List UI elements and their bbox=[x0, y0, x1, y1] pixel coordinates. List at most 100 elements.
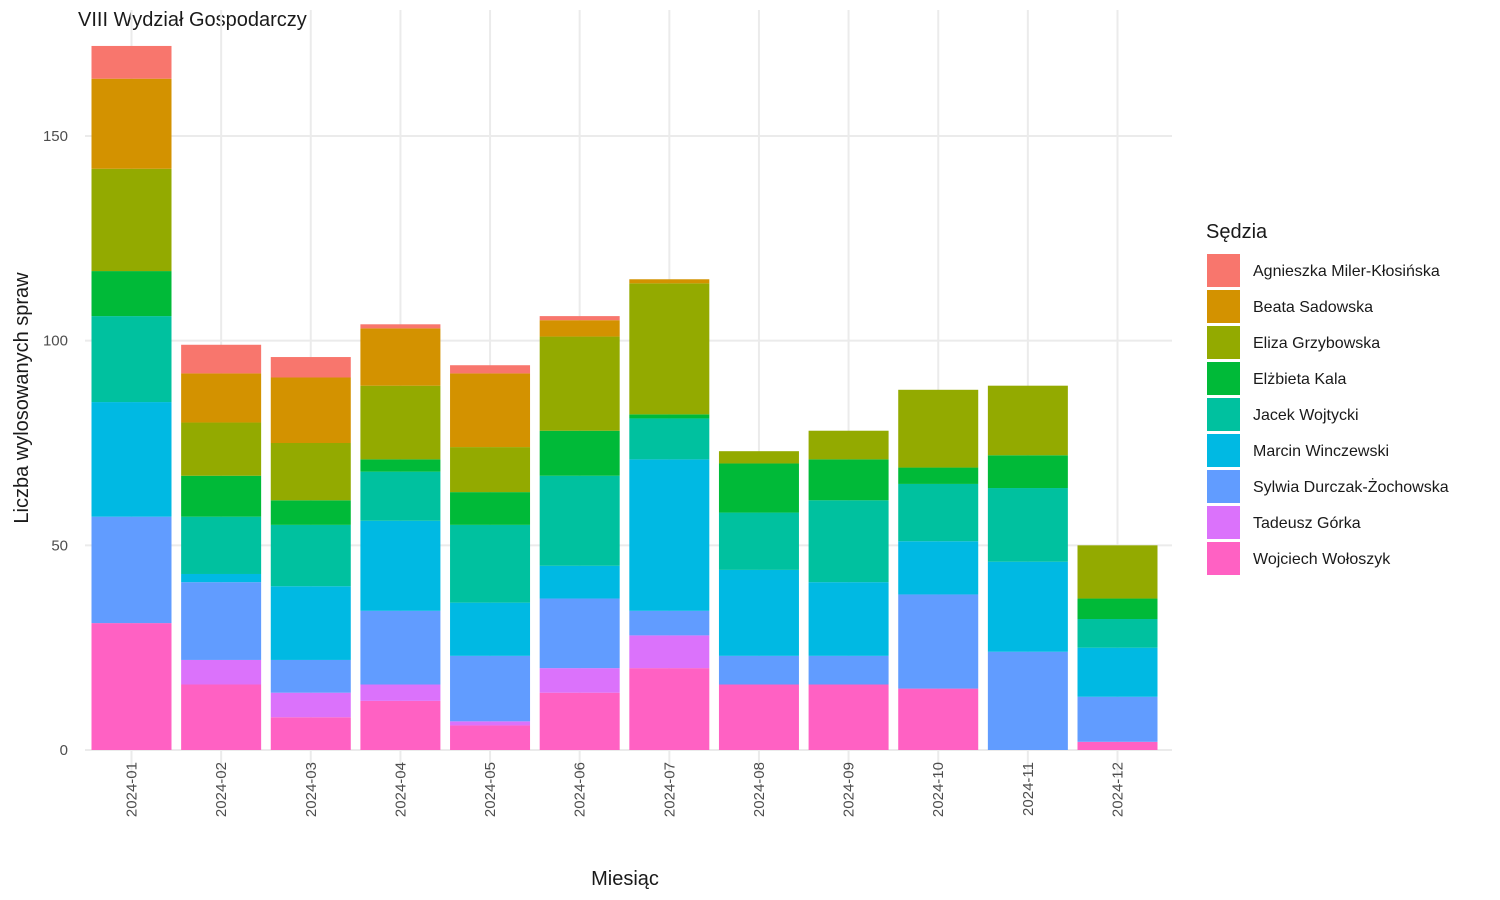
bar-segment bbox=[987, 455, 1068, 489]
bar-segment bbox=[1077, 696, 1158, 742]
bar-segment bbox=[539, 565, 620, 599]
x-tick-label: 2024-10 bbox=[930, 762, 947, 817]
bar-segment bbox=[987, 488, 1068, 562]
bar-segment bbox=[181, 684, 262, 750]
bar-segment bbox=[629, 459, 710, 611]
legend-label: Marcin Winczewski bbox=[1253, 443, 1389, 460]
bar-segment bbox=[808, 459, 889, 501]
bar-segment bbox=[181, 373, 262, 423]
bar-segment bbox=[629, 279, 710, 284]
legend-key bbox=[1207, 326, 1240, 359]
y-tick-label: 0 bbox=[60, 742, 68, 759]
bar-segment bbox=[181, 573, 262, 583]
bar-segment bbox=[539, 430, 620, 476]
bar-segment bbox=[450, 373, 531, 448]
bar-segment bbox=[808, 500, 889, 583]
bar-segment bbox=[1077, 619, 1158, 648]
bar-segment bbox=[718, 655, 799, 685]
bars bbox=[91, 45, 1158, 750]
bar-segment bbox=[629, 610, 710, 636]
bar-segment bbox=[718, 684, 799, 750]
bar-segment bbox=[629, 283, 710, 415]
bar-segment bbox=[539, 598, 620, 669]
bar-segment bbox=[270, 717, 351, 750]
legend-label: Tadeusz Górka bbox=[1253, 515, 1361, 532]
bar-segment bbox=[360, 324, 441, 329]
bar-segment bbox=[270, 377, 351, 443]
y-tick-label: 100 bbox=[43, 333, 68, 350]
bar-segment bbox=[450, 524, 531, 603]
bar-segment bbox=[539, 692, 620, 750]
legend-key bbox=[1207, 542, 1240, 575]
bar-segment bbox=[898, 594, 979, 689]
bar-segment bbox=[629, 414, 710, 419]
x-tick-label: 2024-01 bbox=[124, 762, 141, 817]
bar-segment bbox=[539, 320, 620, 337]
legend-label: Beata Sadowska bbox=[1253, 299, 1373, 316]
legend-title: Sędzia bbox=[1206, 221, 1268, 243]
x-tick-label: 2024-05 bbox=[482, 762, 499, 817]
x-tick-label: 2024-04 bbox=[392, 762, 409, 817]
legend-label: Eliza Grzybowska bbox=[1253, 335, 1380, 352]
bar-segment bbox=[1077, 598, 1158, 620]
bar-segment bbox=[808, 684, 889, 750]
bar-segment bbox=[181, 582, 262, 660]
x-axis: 2024-01 2024-02 2024-03 2024-04 2024-05 2024-… bbox=[124, 762, 1127, 817]
bar-segment bbox=[898, 389, 979, 468]
bar-segment bbox=[270, 443, 351, 501]
bar-segment bbox=[987, 561, 1068, 652]
y-tick-label: 50 bbox=[51, 537, 68, 554]
bar-segment bbox=[987, 385, 1068, 456]
bar-segment bbox=[898, 688, 979, 750]
legend-label: Agnieszka Miler-Kłosińska bbox=[1253, 263, 1440, 280]
bar-segment bbox=[270, 586, 351, 660]
bar-segment bbox=[629, 668, 710, 750]
bar-segment bbox=[1077, 545, 1158, 599]
legend-label: Wojciech Wołoszyk bbox=[1253, 551, 1391, 568]
bar-segment bbox=[450, 725, 531, 750]
x-axis-title: Miesiąc bbox=[591, 868, 659, 890]
bar-segment bbox=[539, 668, 620, 693]
y-tick-label: 150 bbox=[43, 128, 68, 145]
bar-segment bbox=[1077, 741, 1158, 750]
bar-segment bbox=[360, 610, 441, 685]
bar-segment bbox=[1077, 647, 1158, 697]
x-tick-label: 2024-02 bbox=[213, 762, 230, 817]
bar-segment bbox=[718, 451, 799, 464]
legend-key bbox=[1207, 434, 1240, 467]
bar-segment bbox=[450, 655, 531, 722]
legend-label: Jacek Wojtycki bbox=[1253, 407, 1359, 424]
x-tick-label: 2024-11 bbox=[1020, 762, 1037, 816]
x-tick-label: 2024-12 bbox=[1110, 762, 1127, 817]
bar-segment bbox=[898, 483, 979, 542]
bar-segment bbox=[360, 471, 441, 521]
bar-segment bbox=[987, 651, 1068, 750]
bar-segment bbox=[360, 328, 441, 386]
legend-key bbox=[1207, 254, 1240, 287]
bar-segment bbox=[270, 692, 351, 718]
legend-key bbox=[1207, 398, 1240, 431]
y-axis-title: Liczba wylosowanych spraw bbox=[11, 272, 33, 524]
bar-segment bbox=[91, 316, 172, 403]
bar-segment bbox=[91, 623, 172, 750]
bar-segment bbox=[270, 524, 351, 587]
bar-segment bbox=[360, 459, 441, 472]
x-tick-label: 2024-03 bbox=[303, 762, 320, 817]
bar-segment bbox=[181, 422, 262, 476]
bar-segment bbox=[91, 271, 172, 317]
bar-segment bbox=[718, 569, 799, 656]
bar-segment bbox=[91, 402, 172, 517]
bar-segment bbox=[718, 512, 799, 570]
bar-segment bbox=[808, 582, 889, 656]
legend-key bbox=[1207, 290, 1240, 323]
x-tick-label: 2024-09 bbox=[841, 762, 858, 817]
legend-label: Sylwia Durczak-Żochowska bbox=[1253, 477, 1449, 496]
legend-label: Elżbieta Kala bbox=[1253, 371, 1346, 388]
bar-segment bbox=[539, 316, 620, 321]
legend-key bbox=[1207, 362, 1240, 395]
x-tick-label: 2024-06 bbox=[572, 762, 589, 817]
bar-segment bbox=[270, 659, 351, 693]
x-tick-label: 2024-07 bbox=[661, 762, 678, 817]
legend-key bbox=[1207, 470, 1240, 503]
